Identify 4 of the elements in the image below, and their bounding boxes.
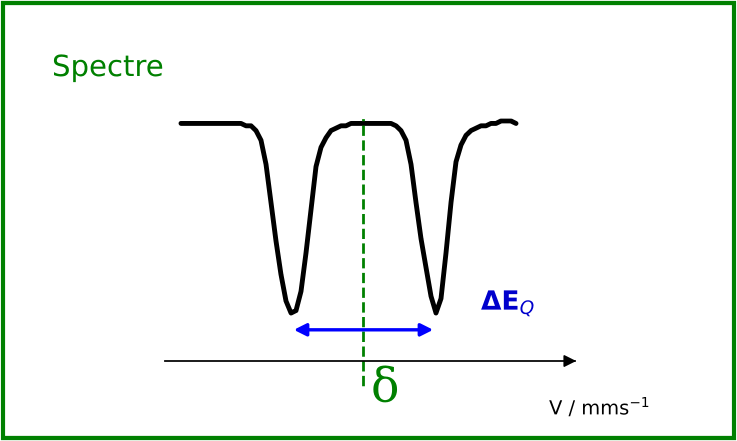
- chart-title: Spectre: [54, 54, 162, 82]
- annotation: ΔE$_{Q}$: [481, 290, 534, 316]
- x-axis-title: V / mms$^{−1}$: [549, 397, 648, 416]
- text: δ: [373, 366, 398, 402]
